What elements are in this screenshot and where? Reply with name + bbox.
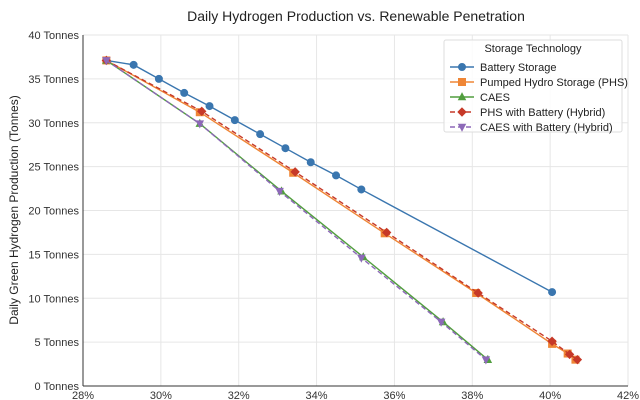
data-point (290, 167, 300, 177)
x-tick-label: 40% (539, 390, 561, 400)
legend: Storage Technology Battery Storage Pumped … (443, 39, 628, 134)
data-point (154, 74, 163, 83)
legend-label: Battery Storage (480, 62, 556, 74)
y-tick-label: 5 Tonnes (35, 337, 80, 349)
series-4 (102, 57, 491, 365)
y-tick-label: 10 Tonnes (28, 293, 79, 305)
x-tick-label: 42% (617, 390, 639, 400)
data-point (357, 254, 366, 263)
data-point (572, 354, 583, 365)
legend-label: CAES with Battery (Hybrid) (480, 122, 613, 134)
legend-swatch-marker (457, 63, 466, 72)
data-point (381, 227, 392, 238)
legend-label: PHS with Battery (Hybrid) (480, 107, 605, 119)
axes (82, 35, 628, 387)
legend-label: Pumped Hydro Storage (PHS) (480, 77, 628, 89)
data-point (436, 318, 446, 327)
y-tick-label: 15 Tonnes (28, 249, 79, 261)
data-point (564, 349, 575, 360)
data-point (230, 116, 239, 125)
series-line (106, 59, 553, 293)
series-line (105, 59, 487, 361)
data-point (195, 120, 205, 129)
data-point (205, 102, 214, 111)
y-tick-label: 25 Tonnes (28, 162, 79, 174)
legend-item: Pumped Hydro Storage (PHS) (450, 77, 628, 89)
legend-item: PHS with Battery (Hybrid) (450, 107, 605, 119)
data-point (548, 288, 557, 297)
x-tick-label: 36% (383, 390, 405, 400)
x-tick-label: 32% (228, 390, 250, 400)
x-tick-label: 28% (72, 390, 94, 400)
legend-item: CAES (450, 92, 510, 104)
data-point (281, 144, 290, 153)
data-point (256, 130, 265, 139)
series-line (106, 59, 578, 361)
y-tick-label: 30 Tonnes (28, 118, 79, 130)
series-3 (101, 55, 583, 365)
data-point (473, 288, 483, 298)
data-point (357, 185, 366, 194)
series-layer (101, 55, 583, 365)
x-tick-label: 38% (461, 390, 483, 400)
data-point (275, 187, 284, 197)
tick-labels: 28% 30% 32% 34% 36% 38% 40% 42% 0 Tonnes 5 Tonnes… (28, 30, 639, 400)
legend-swatch-marker (457, 123, 467, 132)
legend-swatch-marker (457, 78, 466, 87)
y-tick-label: 35 Tonnes (28, 74, 79, 86)
y-tick-label: 20 Tonnes (28, 206, 79, 218)
chart-title: Daily Hydrogen Production vs. Renewable … (187, 8, 525, 24)
data-point (129, 60, 138, 69)
data-point (332, 171, 341, 180)
legend-box (443, 39, 623, 133)
data-point (180, 88, 189, 97)
data-point (306, 158, 315, 167)
series-line (105, 59, 489, 361)
legend-swatch-marker (457, 92, 467, 101)
legend-item: CAES with Battery (Hybrid) (450, 122, 613, 134)
x-tick-label: 30% (150, 390, 172, 400)
x-tick-label: 34% (306, 390, 328, 400)
legend-item: Battery Storage (450, 62, 556, 74)
y-tick-label: 40 Tonnes (28, 30, 79, 42)
data-point (547, 336, 557, 346)
data-point (102, 57, 111, 66)
y-axis-label: Daily Green Hydrogen Production (Tonnes) (7, 95, 21, 324)
data-point (481, 356, 491, 365)
data-point (197, 106, 207, 117)
legend-swatch-marker (457, 107, 467, 117)
y-tick-label: 0 Tonnes (35, 381, 80, 393)
legend-label: CAES (480, 92, 510, 104)
legend-title: Storage Technology (484, 43, 582, 55)
